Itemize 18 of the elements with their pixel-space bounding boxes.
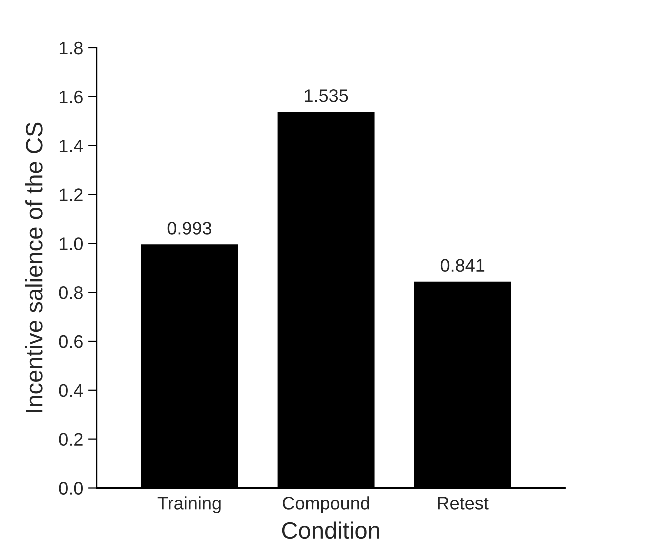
- x-tick-label: Training: [158, 496, 221, 514]
- y-tick-label: 1.6: [60, 90, 83, 104]
- y-tick-label: 0.0: [59, 482, 83, 495]
- y-tick-label: 0.6: [59, 335, 83, 348]
- x-tick-label: Retest: [438, 497, 489, 510]
- y-axis-title: Incentive salience of the CS: [25, 122, 43, 412]
- data-label: 0.841: [440, 259, 485, 272]
- y-tick-label: 0.2: [59, 433, 83, 446]
- data-label: 1.535: [305, 90, 348, 102]
- y-tick-label: 1.4: [60, 140, 84, 152]
- y-tick-label: 1.8: [60, 42, 83, 55]
- x-tick-label: Compound: [283, 496, 370, 514]
- y-tick-label: 0.8: [59, 286, 83, 300]
- data-label: 0.993: [168, 222, 212, 235]
- x-axis-title: Condition: [282, 522, 380, 540]
- y-tick-label: 1.0: [60, 238, 83, 250]
- y-tick-label: 1.2: [60, 188, 83, 202]
- y-tick-label: 0.4: [59, 384, 84, 398]
